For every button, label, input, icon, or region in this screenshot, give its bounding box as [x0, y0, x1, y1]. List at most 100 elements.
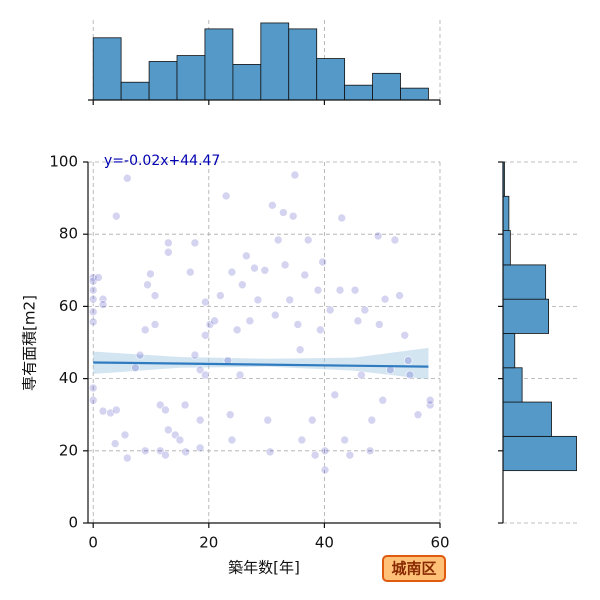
histogram-bar — [502, 195, 510, 231]
histogram-bar — [502, 333, 516, 369]
x-tick-label: 40 — [315, 534, 334, 552]
scatter-point — [98, 300, 108, 309]
y-axis-label: 専有面積[m2] — [21, 295, 39, 391]
scatter-point — [98, 406, 108, 416]
scatter-point — [367, 415, 377, 425]
histogram-bar — [120, 81, 150, 101]
histogram-bar — [372, 72, 401, 101]
scatter-point — [232, 325, 242, 335]
scatter-point — [330, 390, 340, 400]
scatter-point — [316, 325, 325, 335]
scatter-point — [403, 356, 413, 365]
histogram-bar — [400, 87, 429, 101]
histogram-bar — [502, 435, 577, 472]
scatter-point — [161, 450, 170, 460]
scatter-point — [265, 447, 275, 457]
scatter-point — [290, 170, 300, 180]
scatter-point — [88, 294, 98, 304]
x-tick-label: 20 — [199, 534, 218, 552]
scatter-point — [175, 435, 185, 445]
scatter-point — [135, 350, 145, 360]
scatter-point — [88, 395, 98, 405]
scatter-point — [186, 267, 195, 277]
scatter-point — [88, 273, 98, 282]
scatter-point — [380, 294, 390, 304]
scatter-point — [373, 231, 383, 241]
scatter-point — [320, 446, 330, 456]
scatter-point — [164, 247, 173, 257]
scatter-point — [242, 251, 251, 261]
scatter-point — [250, 263, 259, 273]
scatter-point — [310, 450, 320, 460]
scatter-point — [325, 305, 335, 315]
histogram-bar — [502, 264, 547, 300]
scatter-point — [112, 405, 121, 415]
y-tick-label: 40 — [59, 369, 78, 387]
scatter-point — [300, 270, 310, 280]
scatter-point — [181, 447, 190, 457]
x-tick-label: 60 — [430, 534, 449, 552]
scatter-point — [131, 363, 140, 373]
scatter-point — [345, 450, 355, 460]
badge: 城南区 — [391, 560, 436, 578]
scatter-point — [110, 439, 120, 448]
histogram-bar — [502, 298, 549, 334]
scatter-point — [245, 316, 255, 326]
scatter-point — [350, 285, 360, 295]
scatter-point — [225, 410, 235, 420]
scatter-point — [295, 345, 305, 355]
histogram-bar — [502, 367, 523, 403]
x-tick-label: 0 — [88, 534, 98, 552]
scatter-point — [94, 273, 103, 282]
scatter-point — [205, 320, 215, 329]
scatter-point — [288, 211, 298, 221]
scatter-point — [201, 370, 210, 380]
scatter-point — [143, 280, 152, 290]
scatter-point — [293, 320, 303, 329]
scatter-point — [88, 383, 98, 393]
scatter-point — [195, 415, 205, 425]
scatter-point — [161, 405, 170, 415]
scatter-point — [146, 269, 155, 279]
histogram-bar — [148, 61, 178, 101]
scatter-point — [353, 316, 363, 326]
scatter-point — [140, 446, 150, 456]
scatter-point — [273, 235, 283, 245]
histogram-bar — [344, 84, 373, 101]
scatter-point — [395, 291, 404, 300]
scatter-point — [227, 435, 237, 445]
scatter-point — [216, 291, 225, 300]
scatter-point — [270, 310, 280, 320]
scatter-point — [425, 400, 435, 410]
scatter-point — [88, 285, 98, 295]
scatter-point — [268, 201, 277, 210]
y-tick-label: 80 — [59, 225, 78, 243]
scatter-point — [285, 295, 295, 305]
scatter-point — [123, 173, 132, 183]
scatter-point — [201, 297, 210, 307]
scatter-point — [210, 316, 219, 326]
scatter-point — [238, 280, 247, 290]
regression-line — [93, 361, 429, 368]
scatter-point — [360, 305, 370, 315]
histogram-bar — [204, 28, 234, 101]
y-tick-label: 20 — [59, 441, 78, 459]
scatter-point — [227, 267, 237, 277]
y-tick-label: 0 — [68, 514, 78, 532]
histogram-bar — [288, 28, 318, 101]
histogram-bar — [260, 22, 290, 101]
scatter-point — [313, 285, 323, 295]
scatter-point — [195, 443, 205, 453]
scatter-point — [164, 425, 173, 435]
histogram-bar — [232, 64, 262, 101]
scatter-point — [221, 191, 231, 201]
scatter-point — [375, 320, 384, 329]
scatter-point — [340, 435, 349, 445]
scatter-point — [195, 365, 205, 375]
scatter-point — [180, 400, 190, 410]
scatter-point — [263, 415, 273, 425]
scatter-point — [190, 350, 200, 360]
scatter-point — [150, 291, 160, 300]
histogram-bar — [92, 37, 122, 101]
